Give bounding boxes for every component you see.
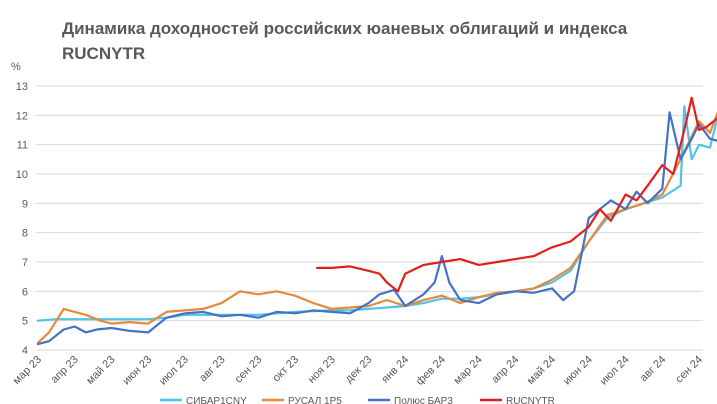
x-tick-label: май 23 — [84, 354, 117, 387]
x-tick-label: июл 24 — [598, 354, 632, 388]
legend-label: СИБАР1CNY — [186, 396, 247, 404]
y-tick-label: 5 — [22, 316, 28, 328]
x-tick-label: янв 24 — [379, 354, 411, 386]
y-tick-label: 9 — [22, 198, 28, 210]
y-tick-label: 4 — [22, 345, 28, 357]
y-tick-label: 11 — [17, 140, 28, 152]
y-tick-label: 12 — [16, 110, 28, 122]
x-tick-label: окт 23 — [270, 354, 301, 385]
x-tick-label: июн 24 — [561, 354, 595, 388]
legend: СИБАР1CNY РУСАЛ 1P5 Полюс БАР3 RUCNYTR — [160, 396, 555, 404]
x-tick-label: авг 23 — [197, 354, 228, 385]
x-tick-label: май 24 — [525, 354, 558, 387]
x-tick-label: мар 23 — [11, 354, 44, 387]
x-tick-label: фев 24 — [414, 354, 448, 388]
x-tick-label: ноя 23 — [306, 354, 338, 386]
chart-title-line-1: Динамика доходностей российских юаневых … — [62, 19, 628, 38]
y-tick-label: 6 — [22, 286, 28, 298]
chart-title: Динамика доходностей российских юаневых … — [62, 16, 682, 66]
x-tick-label: сен 24 — [673, 354, 705, 386]
gridlines — [36, 85, 703, 351]
y-axis-unit: % — [11, 61, 21, 73]
x-tick-label: июл 23 — [157, 354, 191, 388]
y-tick-label: 8 — [22, 228, 28, 240]
legend-label: Полюс БАР3 — [394, 396, 453, 404]
x-tick-label: авг 24 — [638, 354, 669, 385]
series-line-4 — [316, 96, 717, 293]
y-tick-label: 7 — [22, 257, 28, 269]
y-tick-label: 13 — [16, 81, 28, 93]
x-tick-label: июн 23 — [121, 354, 155, 388]
y-tick-label: 10 — [16, 169, 28, 181]
x-tick-label: мар 24 — [451, 354, 484, 387]
x-tick-label: апр 24 — [489, 354, 521, 386]
x-tick-label: апр 23 — [49, 354, 81, 386]
x-axis-ticks: мар 23 апр 23 май 23 июн 23 июл 23 авг 23 сен … — [11, 354, 705, 388]
series-line-3 — [36, 111, 717, 346]
legend-label: РУСАЛ 1P5 — [288, 396, 342, 404]
series-lines — [36, 96, 717, 346]
x-tick-label: сен 23 — [233, 354, 265, 386]
x-tick-label: дек 23 — [343, 354, 375, 386]
y-axis-ticks: 4 5 6 7 8 9 10 11 12 13 — [16, 81, 28, 357]
legend-label: RUCNYTR — [506, 396, 555, 404]
chart-title-line-2: RUCNYTR — [62, 44, 146, 63]
series-line-2 — [36, 111, 717, 344]
